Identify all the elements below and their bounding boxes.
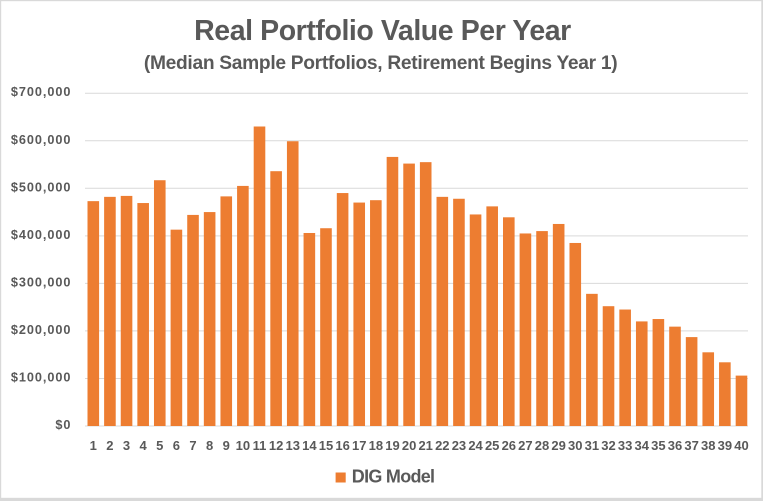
svg-text:27: 27 <box>518 438 532 453</box>
svg-text:8: 8 <box>206 438 213 453</box>
svg-text:7: 7 <box>189 438 196 453</box>
svg-text:32: 32 <box>601 438 615 453</box>
svg-text:16: 16 <box>335 438 349 453</box>
svg-text:4: 4 <box>140 438 148 453</box>
svg-text:$700,000: $700,000 <box>11 85 72 99</box>
svg-text:$200,000: $200,000 <box>11 323 72 337</box>
svg-text:3: 3 <box>123 438 130 453</box>
svg-text:23: 23 <box>452 438 466 453</box>
svg-text:11: 11 <box>253 438 267 453</box>
svg-text:31: 31 <box>585 438 599 453</box>
svg-text:19: 19 <box>385 438 399 453</box>
svg-text:18: 18 <box>369 438 383 453</box>
svg-text:2: 2 <box>106 438 113 453</box>
svg-text:15: 15 <box>319 438 333 453</box>
svg-text:DIG Model: DIG Model <box>352 466 435 486</box>
svg-text:17: 17 <box>352 438 366 453</box>
svg-text:$500,000: $500,000 <box>11 180 72 194</box>
svg-text:28: 28 <box>535 438 549 453</box>
svg-text:30: 30 <box>568 438 582 453</box>
svg-text:22: 22 <box>435 438 449 453</box>
svg-text:20: 20 <box>402 438 416 453</box>
svg-text:10: 10 <box>236 438 250 453</box>
svg-text:34: 34 <box>635 438 650 453</box>
svg-text:13: 13 <box>286 438 300 453</box>
svg-text:40: 40 <box>734 438 748 453</box>
svg-text:36: 36 <box>668 438 682 453</box>
svg-text:33: 33 <box>618 438 632 453</box>
svg-text:37: 37 <box>684 438 698 453</box>
svg-text:29: 29 <box>551 438 565 453</box>
svg-text:6: 6 <box>173 438 180 453</box>
svg-text:26: 26 <box>502 438 516 453</box>
svg-text:1: 1 <box>90 438 97 453</box>
svg-text:9: 9 <box>223 438 230 453</box>
svg-text:$600,000: $600,000 <box>11 133 72 147</box>
svg-text:14: 14 <box>302 438 317 453</box>
svg-text:12: 12 <box>269 438 283 453</box>
svg-text:$100,000: $100,000 <box>11 370 72 384</box>
svg-text:Real Portfolio Value Per Year: Real Portfolio Value Per Year <box>194 15 571 47</box>
svg-text:38: 38 <box>701 438 715 453</box>
svg-text:5: 5 <box>156 438 163 453</box>
svg-text:$0: $0 <box>55 418 71 432</box>
svg-text:$300,000: $300,000 <box>11 275 72 289</box>
svg-text:(Median Sample Portfolios, Ret: (Median Sample Portfolios, Retirement Be… <box>144 53 617 74</box>
svg-text:21: 21 <box>418 438 432 453</box>
svg-text:39: 39 <box>718 438 732 453</box>
svg-text:24: 24 <box>468 438 483 453</box>
svg-text:$400,000: $400,000 <box>11 228 72 242</box>
svg-text:25: 25 <box>485 438 499 453</box>
svg-text:35: 35 <box>651 438 665 453</box>
